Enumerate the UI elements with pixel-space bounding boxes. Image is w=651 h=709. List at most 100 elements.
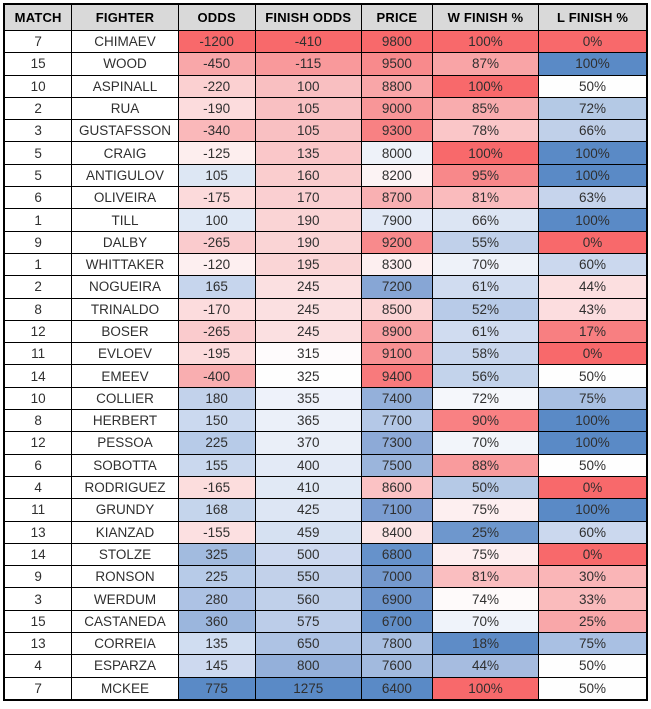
cell-fighter[interactable]: WHITTAKER [71,252,179,277]
cell-match[interactable]: 1 [3,252,73,277]
cell-l-finish[interactable]: 60% [538,252,648,277]
cell-w-finish[interactable]: 70% [431,252,540,277]
cell-finish-odds[interactable]: 105 [254,119,362,143]
cell-odds[interactable]: -195 [177,342,256,366]
cell-match[interactable]: 8 [3,297,73,321]
cell-match[interactable]: 7 [3,676,73,701]
cell-w-finish[interactable]: 44% [431,654,540,678]
cell-w-finish[interactable]: 81% [431,565,540,589]
cell-fighter[interactable]: TRINALDO [71,297,179,321]
cell-match[interactable]: 12 [3,319,73,344]
cell-fighter[interactable]: MCKEE [71,676,179,701]
cell-l-finish[interactable]: 0% [538,342,648,366]
cell-l-finish[interactable]: 33% [538,587,648,611]
cell-price[interactable]: 8000 [360,141,433,165]
cell-fighter[interactable]: CRAIG [71,141,179,165]
cell-odds[interactable]: -265 [177,230,256,254]
cell-fighter[interactable]: HERBERT [71,409,179,433]
cell-price[interactable]: 6900 [360,587,433,611]
cell-odds[interactable]: -220 [177,74,256,98]
cell-match[interactable]: 6 [3,453,73,477]
cell-odds[interactable]: -165 [177,475,256,500]
cell-odds[interactable]: 100 [177,208,256,232]
cell-match[interactable]: 15 [3,609,73,634]
cell-match[interactable]: 9 [3,230,73,254]
cell-w-finish[interactable]: 61% [431,319,540,344]
cell-l-finish[interactable]: 50% [538,74,648,98]
cell-odds[interactable]: 145 [177,654,256,678]
cell-odds[interactable]: 280 [177,587,256,611]
cell-odds[interactable]: -1200 [177,29,256,54]
cell-price[interactable]: 6400 [360,676,433,701]
cell-price[interactable]: 9000 [360,96,433,121]
cell-fighter[interactable]: RONSON [71,565,179,589]
cell-l-finish[interactable]: 100% [538,141,648,165]
cell-finish-odds[interactable]: 245 [254,319,362,344]
cell-l-finish[interactable]: 100% [538,409,648,433]
cell-price[interactable]: 9200 [360,230,433,254]
cell-match[interactable]: 6 [3,186,73,210]
cell-finish-odds[interactable]: 560 [254,587,362,611]
cell-odds[interactable]: -265 [177,319,256,344]
cell-fighter[interactable]: GRUNDY [71,498,179,522]
cell-fighter[interactable]: GUSTAFSSON [71,119,179,143]
cell-match[interactable]: 2 [3,275,73,299]
cell-finish-odds[interactable]: 650 [254,632,362,656]
cell-match[interactable]: 11 [3,498,73,522]
cell-l-finish[interactable]: 0% [538,542,648,567]
cell-finish-odds[interactable]: 160 [254,163,362,188]
cell-l-finish[interactable]: 25% [538,609,648,634]
cell-fighter[interactable]: ESPARZA [71,654,179,678]
cell-fighter[interactable]: KIANZAD [71,520,179,544]
cell-w-finish[interactable]: 88% [431,453,540,477]
cell-l-finish[interactable]: 75% [538,632,648,656]
cell-w-finish[interactable]: 55% [431,230,540,254]
cell-w-finish[interactable]: 56% [431,364,540,388]
cell-price[interactable]: 8300 [360,252,433,277]
cell-fighter[interactable]: EMEEV [71,364,179,388]
cell-finish-odds[interactable]: 800 [254,654,362,678]
cell-fighter[interactable]: TILL [71,208,179,232]
cell-price[interactable]: 7600 [360,654,433,678]
cell-price[interactable]: 9800 [360,29,433,54]
cell-fighter[interactable]: SOBOTTA [71,453,179,477]
cell-fighter[interactable]: ASPINALL [71,74,179,98]
cell-w-finish[interactable]: 100% [431,141,540,165]
cell-w-finish[interactable]: 87% [431,52,540,76]
cell-odds[interactable]: -155 [177,520,256,544]
cell-price[interactable]: 8200 [360,163,433,188]
cell-match[interactable]: 2 [3,96,73,121]
cell-finish-odds[interactable]: 195 [254,252,362,277]
cell-w-finish[interactable]: 75% [431,542,540,567]
cell-w-finish[interactable]: 90% [431,409,540,433]
cell-w-finish[interactable]: 100% [431,676,540,701]
column-header-match[interactable]: MATCH [3,3,73,31]
cell-price[interactable]: 7100 [360,498,433,522]
cell-fighter[interactable]: WERDUM [71,587,179,611]
cell-finish-odds[interactable]: 370 [254,431,362,455]
cell-finish-odds[interactable]: -410 [254,29,362,54]
cell-match[interactable]: 13 [3,520,73,544]
cell-price[interactable]: 9300 [360,119,433,143]
cell-finish-odds[interactable]: 410 [254,475,362,500]
cell-l-finish[interactable]: 50% [538,654,648,678]
cell-finish-odds[interactable]: 100 [254,74,362,98]
cell-w-finish[interactable]: 18% [431,632,540,656]
cell-match[interactable]: 8 [3,409,73,433]
cell-price[interactable]: 8500 [360,297,433,321]
cell-l-finish[interactable]: 100% [538,52,648,76]
cell-l-finish[interactable]: 0% [538,475,648,500]
column-header-w-finish[interactable]: W FINISH % [431,3,540,31]
cell-odds[interactable]: -340 [177,119,256,143]
cell-odds[interactable]: -120 [177,252,256,277]
cell-price[interactable]: 8800 [360,74,433,98]
cell-fighter[interactable]: EVLOEV [71,342,179,366]
cell-match[interactable]: 1 [3,208,73,232]
cell-odds[interactable]: 155 [177,453,256,477]
cell-w-finish[interactable]: 52% [431,297,540,321]
cell-finish-odds[interactable]: 105 [254,96,362,121]
cell-finish-odds[interactable]: 190 [254,208,362,232]
cell-l-finish[interactable]: 66% [538,119,648,143]
cell-finish-odds[interactable]: 459 [254,520,362,544]
cell-finish-odds[interactable]: 245 [254,275,362,299]
